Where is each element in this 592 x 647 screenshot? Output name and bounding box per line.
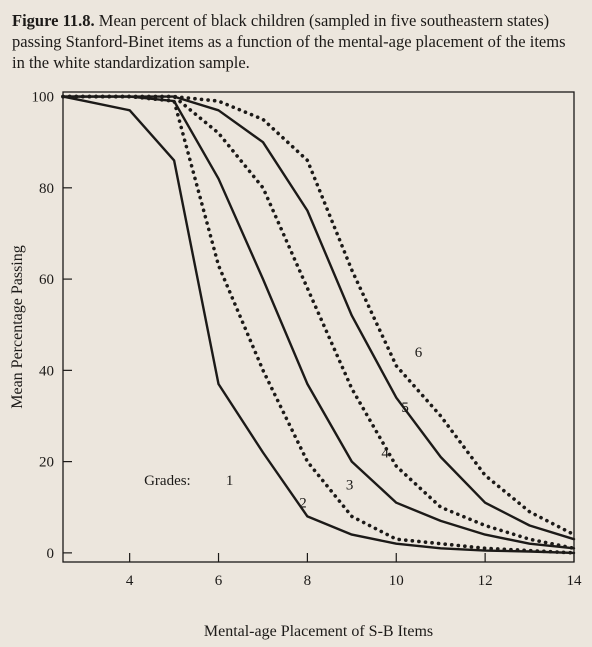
y-tick-label: 0 xyxy=(47,546,55,562)
y-tick-label: 60 xyxy=(39,272,54,288)
series-label-grade-1: 1 xyxy=(226,473,234,489)
series-line-grade-2 xyxy=(61,94,576,555)
plot-frame xyxy=(62,91,575,563)
y-tick-label: 80 xyxy=(39,181,54,197)
chart-series xyxy=(61,94,576,555)
series-label-grade-2: 2 xyxy=(299,496,307,512)
x-tick-label: 10 xyxy=(389,573,404,589)
series-line-grade-5 xyxy=(61,95,576,541)
y-tick-label: 20 xyxy=(39,455,54,471)
x-tick-label: 12 xyxy=(478,573,493,589)
series-label-grade-5: 5 xyxy=(401,400,409,416)
series-label-grade-3: 3 xyxy=(346,477,354,493)
chart-labels: Grades: 1 2 3 4 5 6 xyxy=(144,345,423,512)
x-tick-label: 6 xyxy=(215,573,223,589)
x-tick-label: 4 xyxy=(126,573,134,589)
series-label-grade-4: 4 xyxy=(381,445,389,461)
x-axis-label: Mental-age Placement of S-B Items xyxy=(204,623,433,640)
figure-label: Figure 11.8. xyxy=(12,11,95,30)
series-line-grade-1 xyxy=(61,95,576,555)
x-tick-label: 14 xyxy=(567,573,583,589)
y-tick-label: 100 xyxy=(32,90,55,106)
x-tick-label: 8 xyxy=(304,573,312,589)
legend-title: Grades: xyxy=(144,473,191,489)
caption-text: Mean percent of black children (sampled … xyxy=(12,11,566,72)
series-line-grade-6 xyxy=(61,94,576,537)
figure-caption: Figure 11.8. Mean percent of black child… xyxy=(12,10,580,73)
series-label-grade-6: 6 xyxy=(415,345,423,361)
series-line-grade-4 xyxy=(61,94,576,551)
y-tick-label: 40 xyxy=(39,363,54,379)
series-line-grade-3 xyxy=(61,95,576,550)
y-axis-label: Mean Percentage Passing xyxy=(9,245,26,409)
